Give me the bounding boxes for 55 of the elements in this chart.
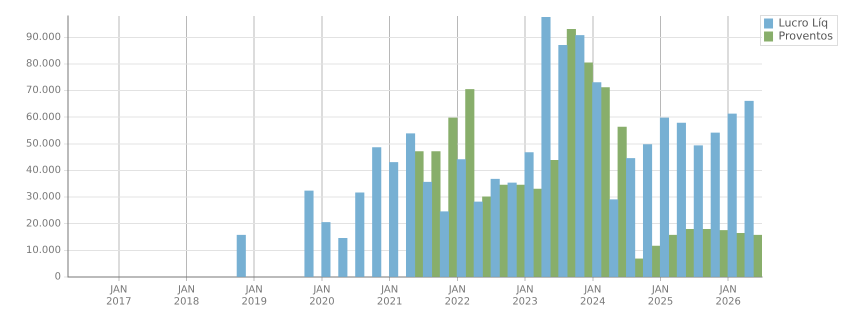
legend-label: Lucro Líq [778, 16, 828, 30]
bar [355, 192, 364, 277]
bar [389, 162, 398, 277]
bar [508, 182, 517, 277]
x-tick-label: JAN 2026 [715, 284, 741, 308]
bar [626, 158, 636, 277]
bar [490, 178, 500, 277]
x-tick-label: JAN 2025 [648, 284, 674, 308]
x-tick-label: JAN 2017 [106, 284, 132, 308]
bar [465, 89, 474, 277]
x-tick-label: JAN 2023 [512, 284, 538, 308]
y-tick-label: 40.000 [26, 165, 61, 176]
y-tick-label: 0 [54, 272, 61, 283]
x-tick-label: JAN 2022 [444, 284, 470, 308]
bar [676, 122, 686, 277]
bar [448, 118, 458, 277]
legend-label: Proventos [778, 29, 834, 42]
bar [575, 35, 584, 277]
bar [524, 152, 534, 277]
bar [753, 234, 762, 277]
bar [431, 151, 441, 277]
y-tick-label: 60.000 [26, 112, 61, 123]
bar [456, 159, 466, 277]
x-tick-label: JAN 2021 [376, 284, 402, 308]
bar [642, 144, 652, 277]
bar [618, 126, 627, 277]
y-tick-label: 80.000 [26, 58, 61, 70]
bar [338, 238, 348, 277]
y-tick-label: 70.000 [26, 85, 61, 96]
bar [541, 17, 551, 277]
bar [422, 182, 432, 277]
bar [406, 133, 416, 277]
bar [474, 202, 483, 277]
bar [236, 234, 246, 277]
bar [728, 114, 737, 277]
bar [440, 211, 449, 277]
y-tick-label: 90.000 [26, 32, 61, 43]
bar [558, 44, 568, 277]
y-tick-label: 30.000 [26, 192, 61, 203]
y-tick-label: 10.000 [26, 244, 61, 256]
bar [592, 82, 602, 277]
bar [710, 132, 720, 277]
x-tick-label: JAN 2018 [174, 284, 200, 308]
y-tick-label: 50.000 [26, 138, 61, 150]
x-tick-label: JAN 2020 [309, 284, 335, 308]
bar [744, 100, 754, 277]
bar [304, 190, 314, 277]
bar [660, 118, 670, 277]
x-tick-label: JAN 2024 [580, 284, 606, 308]
x-tick-label: JAN 2019 [241, 284, 267, 308]
bar [372, 147, 382, 277]
y-tick-label: 20.000 [26, 218, 61, 230]
bar [609, 199, 618, 277]
bar [321, 222, 330, 277]
bar [694, 145, 703, 277]
